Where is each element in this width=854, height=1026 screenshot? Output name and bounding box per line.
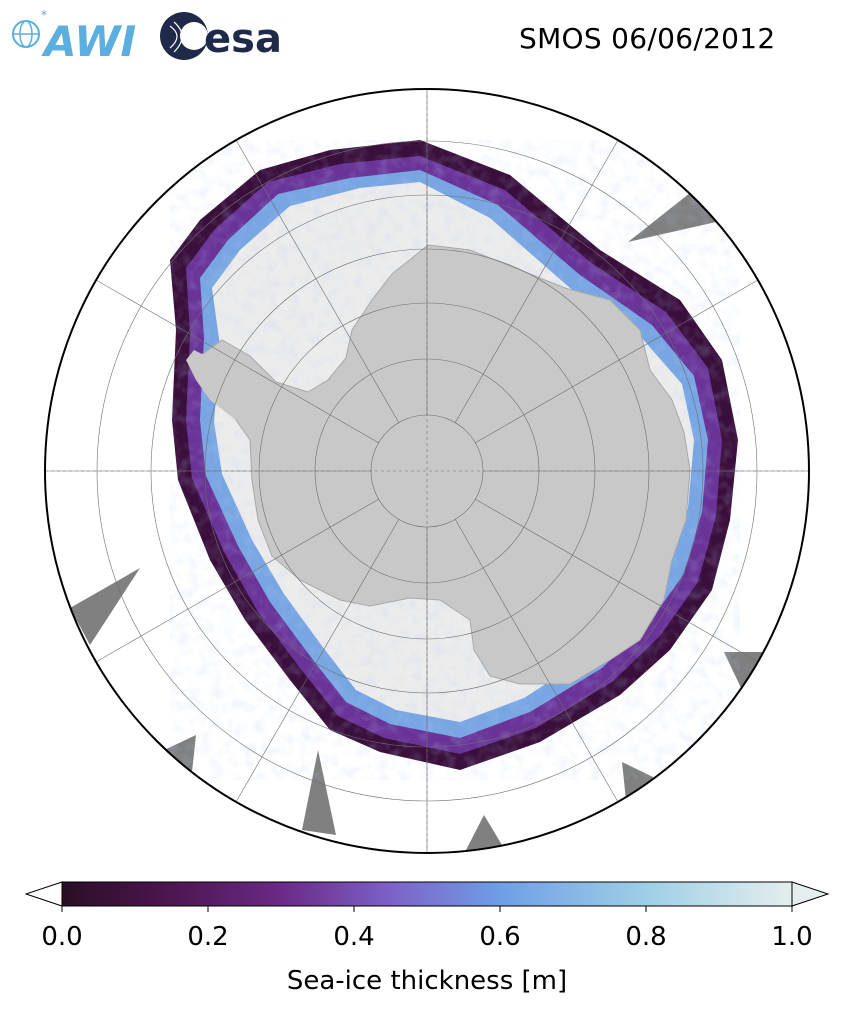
esa-logo-icon: esa xyxy=(160,12,282,62)
awi-logo-text: AWI xyxy=(41,17,136,66)
esa-logo-text: esa xyxy=(204,16,282,62)
svg-text:*: * xyxy=(41,8,47,22)
colorbar-extend-max xyxy=(791,881,830,907)
colorbar-bar xyxy=(24,881,830,912)
colorbar-tick-label: 0.6 xyxy=(479,922,521,952)
colorbar: 0.0 0.2 0.4 0.6 0.8 1.0 Sea-ice thicknes… xyxy=(0,870,854,1020)
colorbar-tick-label: 0.4 xyxy=(333,922,375,952)
colorbar-tick-label: 0.2 xyxy=(187,922,229,952)
logo-bar: * AWI esa xyxy=(12,8,282,66)
colorbar-tick-label: 1.0 xyxy=(771,922,813,952)
colorbar-label: Sea-ice thickness [m] xyxy=(286,966,568,996)
colorbar-gradient xyxy=(61,881,793,907)
sea-ice-thickness-map xyxy=(44,88,810,854)
colorbar-extend-min xyxy=(24,881,63,907)
colorbar-tick-label: 0.0 xyxy=(41,922,83,952)
antarctic-peninsula xyxy=(186,350,240,420)
colorbar-tick-label: 0.8 xyxy=(625,922,667,952)
map-boundary xyxy=(44,88,810,854)
awi-logo-icon: * AWI xyxy=(12,8,136,66)
map-title: SMOS 06/06/2012 xyxy=(519,22,776,55)
antarctica-landmass xyxy=(199,244,691,685)
